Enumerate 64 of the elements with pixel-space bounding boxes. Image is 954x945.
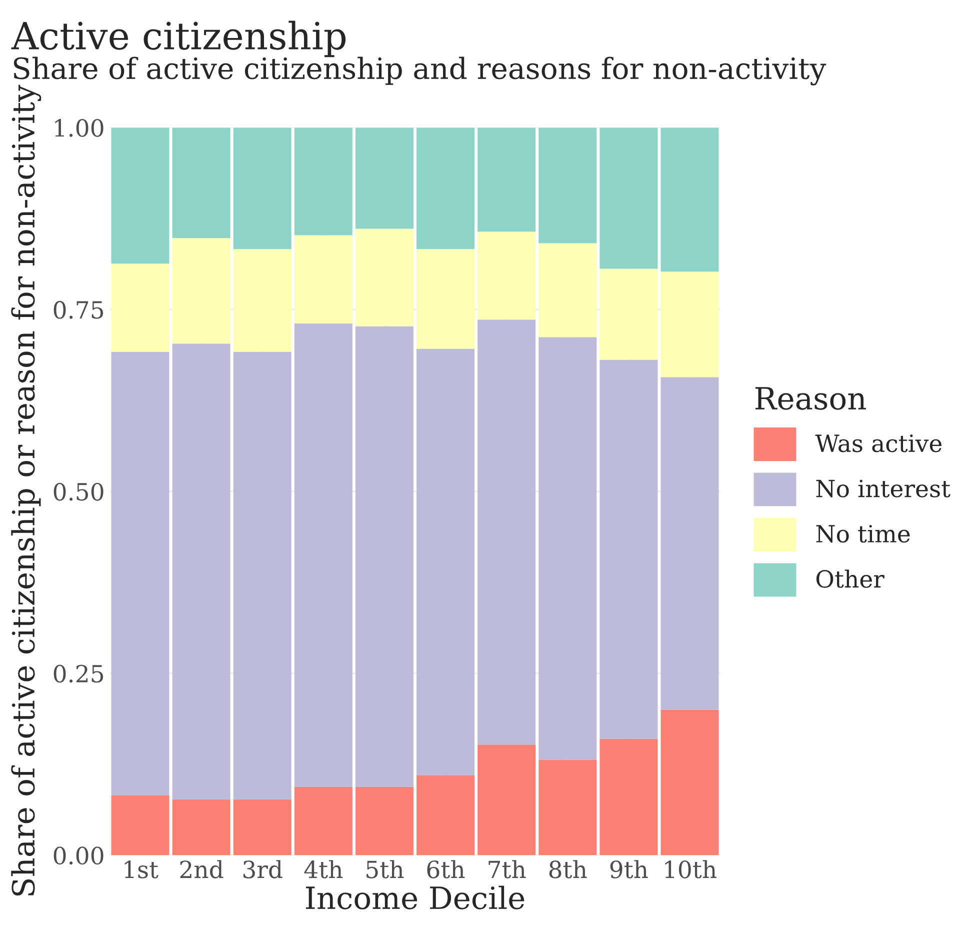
bar: [660, 128, 719, 272]
x-tick-label: 1st: [124, 860, 158, 878]
x-tick-label: 5th: [366, 860, 404, 878]
bar: [233, 352, 292, 800]
bar: [600, 360, 658, 739]
bar: [111, 352, 170, 796]
x-tick-label: 10th: [665, 860, 716, 878]
bar: [172, 344, 230, 800]
bar: [478, 320, 536, 745]
bar: [538, 760, 597, 856]
bar: [660, 377, 719, 710]
chart-subtitle: Share of active citizenship and reasons for non-activity: [14, 56, 826, 86]
bar: [600, 268, 658, 360]
legend-label: No interest: [816, 480, 950, 498]
y-tick-label: 0.00: [54, 846, 104, 865]
bar: [111, 796, 170, 856]
bar: [294, 323, 352, 787]
x-tick-label: 6th: [427, 860, 465, 878]
bar: [660, 272, 719, 378]
bar: [478, 128, 536, 232]
bar: [416, 348, 475, 776]
bar: [294, 235, 352, 324]
bar: [600, 738, 658, 856]
bar: [294, 128, 352, 236]
bar: [538, 337, 597, 760]
bar: [233, 799, 292, 856]
legend-label: No time: [816, 524, 910, 543]
bar: [538, 243, 597, 338]
x-tick-label: 3rd: [243, 860, 282, 878]
x-tick-label: 4th: [304, 860, 343, 878]
bar: [478, 744, 536, 856]
x-tick-label: 2nd: [180, 860, 224, 878]
bar: [600, 128, 658, 269]
bar: [355, 228, 414, 326]
bar: [416, 249, 475, 349]
x-tick-label: 9th: [610, 860, 648, 878]
y-tick-label: 0.50: [54, 482, 104, 501]
x-axis-title: Income Decile: [306, 886, 524, 910]
bar: [172, 799, 230, 856]
y-tick-label: 0.75: [54, 300, 104, 319]
legend-title: Reason: [755, 387, 866, 410]
bar: [355, 326, 414, 787]
x-tick-label: 8th: [549, 860, 587, 878]
bar: [660, 710, 719, 856]
y-tick-label: 1.00: [55, 119, 104, 137]
y-tick-label: 0.25: [54, 664, 104, 683]
bar: [416, 775, 475, 856]
bar: [416, 128, 475, 250]
y-axis-title: Share of active citizenship or reason for non-activity: [11, 84, 42, 896]
bar: [233, 249, 292, 352]
bar: [355, 786, 414, 856]
bar: [111, 264, 170, 352]
bar: [294, 786, 352, 856]
legend-label: Other: [816, 570, 884, 588]
bar: [172, 238, 230, 344]
bar: [538, 128, 597, 244]
bar: [233, 128, 292, 250]
x-tick-label: 7th: [488, 860, 526, 878]
chart-title: Active citizenship: [11, 20, 346, 58]
bar: [172, 128, 230, 238]
legend-label: Was active: [815, 434, 942, 452]
bar: [478, 232, 536, 320]
bar: [111, 128, 170, 264]
bar: [355, 128, 414, 229]
